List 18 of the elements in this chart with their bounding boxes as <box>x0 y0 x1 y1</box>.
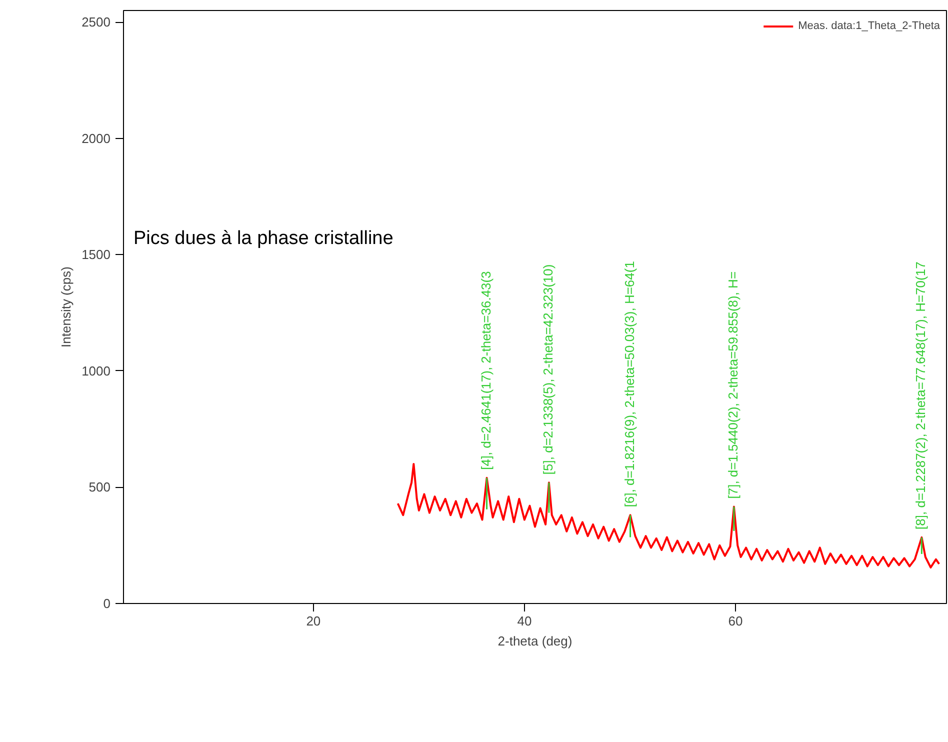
y-tick-label: 500 <box>88 480 111 495</box>
annotation: [7], d=1.5440(2), 2-theta=59.855(8), H= <box>725 271 740 499</box>
annotation: [4], d=2.4641(17), 2-theta=36.43(3 <box>478 271 494 470</box>
y-axis-title: Intensity (cps) <box>58 266 74 348</box>
legend-label: Meas. data:1_Theta_2-Theta <box>798 20 940 32</box>
y-tick-label: 2000 <box>82 130 110 146</box>
y-tick-label: 1000 <box>82 363 110 378</box>
y-tick-label: 1500 <box>82 247 110 262</box>
annotation: [6], d=1.8216(9), 2-theta=50.03(3), H=64(1 <box>622 261 637 508</box>
x-tick-label: 20 <box>306 614 321 628</box>
annotation: [5], d=2.1338(5), 2-theta=42.323(10) <box>540 264 556 475</box>
annotation: [8], d=1.2287(2), 2-theta=77.648(17), H=70(17 <box>913 262 928 530</box>
y-tick-label: 0 <box>103 596 111 611</box>
x-tick-label: 40 <box>517 614 532 628</box>
x-tick-label: 60 <box>728 614 743 628</box>
y-tick-label: 2500 <box>82 14 110 30</box>
annotation: Pics dues à la phase cristalline <box>134 228 394 249</box>
x-axis-title: 2-theta (deg) <box>498 634 572 648</box>
